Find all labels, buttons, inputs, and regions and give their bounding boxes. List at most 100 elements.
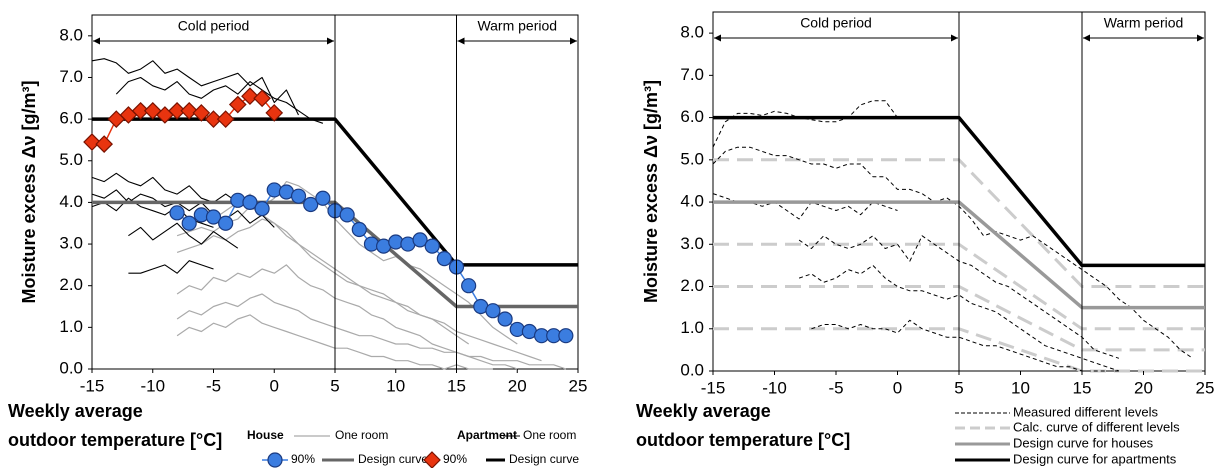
period-label: Warm period (1104, 15, 1184, 31)
data-point (253, 89, 271, 108)
x-tick-label: -10 (140, 376, 165, 395)
data-point (95, 135, 113, 153)
data-point (216, 110, 235, 128)
x-axis-label: Weekly average (8, 401, 143, 421)
series-line (91, 58, 299, 116)
y-tick-label: 8.0 (59, 25, 83, 44)
x-tick-label: 20 (1134, 378, 1153, 397)
x-tick-label: -10 (762, 378, 787, 397)
x-tick-label: -5 (206, 376, 221, 395)
x-tick-label: 10 (386, 376, 405, 395)
x-tick-label: 0 (270, 376, 279, 395)
x-tick-label: -15 (701, 378, 726, 397)
data-point (228, 95, 247, 114)
data-point (83, 133, 101, 151)
data-point (424, 238, 440, 254)
data-point (242, 194, 258, 211)
y-tick-label: 3.0 (59, 234, 83, 253)
y-tick-label: 2.0 (59, 275, 83, 294)
series-line (798, 264, 1120, 372)
data-point (168, 101, 186, 120)
period-label: Cold period (800, 15, 872, 31)
x-tick-label: 10 (1011, 378, 1030, 397)
x-tick-label: 25 (1196, 378, 1215, 397)
data-point (169, 205, 185, 221)
period-label: Warm period (477, 18, 557, 34)
data-point (485, 303, 501, 319)
series-line (176, 293, 566, 370)
data-point (339, 207, 355, 223)
series-line (713, 242, 1205, 331)
data-point (254, 201, 270, 217)
y-axis-label: Moisture excess Δν [g/m³] (19, 80, 39, 303)
x-tick-label: -5 (828, 378, 843, 397)
y-tick-label: 1.0 (680, 318, 704, 337)
series-line (713, 158, 1205, 288)
data-point (351, 221, 367, 238)
period-label: Cold period (178, 18, 250, 34)
data-point (303, 196, 319, 213)
data-point (461, 278, 477, 294)
series-line (128, 222, 239, 249)
data-point (192, 104, 211, 122)
x-tick-label: 5 (954, 378, 963, 397)
series-layer (83, 58, 578, 370)
data-point (412, 232, 428, 248)
data-point (218, 215, 234, 231)
legend-label: 90% (291, 452, 315, 466)
y-tick-label: 2.0 (680, 276, 704, 295)
data-point (315, 190, 331, 206)
x-axis-label: outdoor temperature [°C] (636, 430, 850, 450)
series-line (115, 76, 324, 124)
series-line (128, 260, 214, 274)
data-point (558, 328, 574, 344)
y-tick-label: 1.0 (59, 317, 83, 336)
x-tick-label: 20 (508, 376, 527, 395)
y-tick-label: 8.0 (680, 23, 704, 42)
series-line (713, 285, 1205, 352)
legend-label: 90% (443, 452, 467, 466)
y-tick-label: 3.0 (680, 234, 704, 253)
series-line (176, 218, 542, 362)
x-tick-label: 15 (1073, 378, 1092, 397)
legend-label: Design curve for houses (1013, 435, 1154, 450)
legend-label: Design curve (509, 452, 579, 466)
y-tick-label: 6.0 (680, 107, 704, 126)
legend-group: House (247, 428, 284, 442)
legend-label: One room (335, 428, 388, 442)
legend-label: Design curve for apartments (1013, 451, 1177, 466)
data-point (241, 87, 259, 106)
data-point (423, 451, 441, 468)
y-tick-label: 5.0 (680, 149, 704, 168)
series-layer (712, 100, 1205, 373)
data-point (204, 110, 223, 128)
y-tick-label: 5.0 (59, 150, 83, 169)
data-point (436, 251, 452, 267)
x-tick-label: 25 (569, 376, 588, 395)
y-tick-label: 0.0 (59, 358, 83, 377)
y-tick-label: 7.0 (680, 65, 704, 84)
x-tick-label: 5 (330, 376, 339, 395)
x-axis-label: Weekly average (636, 401, 771, 421)
data-point (290, 188, 307, 204)
data-point (267, 452, 283, 468)
legend-label: One room (523, 428, 576, 442)
series-line (91, 189, 275, 228)
data-point (180, 101, 199, 120)
y-tick-label: 4.0 (59, 192, 83, 211)
y-tick-label: 7.0 (59, 67, 83, 86)
legend-group: Apartment (457, 428, 517, 442)
series-line (712, 193, 898, 220)
y-tick-label: 0.0 (680, 360, 704, 379)
series-line (713, 200, 1205, 310)
data-point (131, 101, 150, 120)
legend-label: Design curve (358, 452, 428, 466)
data-point (181, 215, 197, 231)
legend-label: Measured different levels (1013, 404, 1159, 419)
x-tick-label: 0 (893, 378, 902, 397)
x-axis-label: outdoor temperature [°C] (8, 430, 222, 450)
x-tick-label: -15 (80, 376, 105, 395)
data-point (497, 311, 513, 327)
y-tick-label: 6.0 (59, 109, 83, 128)
